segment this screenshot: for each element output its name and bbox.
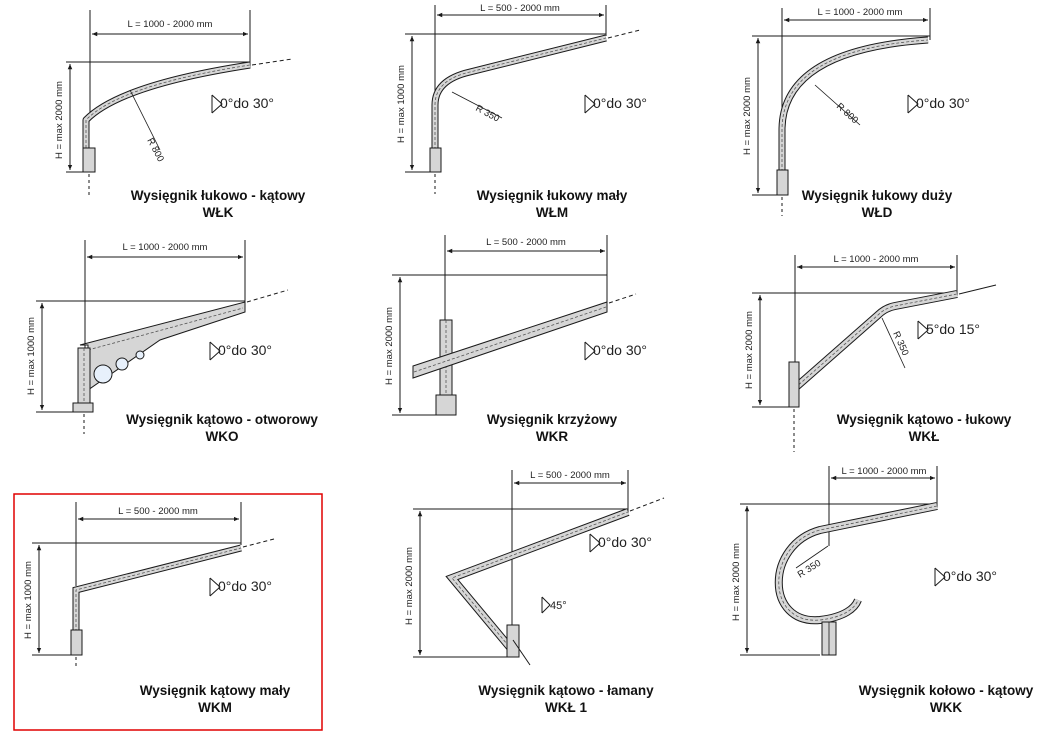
length-label: L = 1000 - 2000 mm <box>818 7 903 18</box>
cell-wkr[interactable]: L = 500 - 2000 mm H = max 2000 mm 0°do 3… <box>384 235 647 444</box>
angle-label: 0°do 30° <box>593 95 647 111</box>
length-label: L = 1000 - 2000 mm <box>834 254 919 265</box>
cell-wkm[interactable]: L = 500 - 2000 mm H = max 1000 mm 0°do 3… <box>13 493 323 731</box>
height-label: H = max 2000 mm <box>744 311 755 389</box>
length-label: L = 500 - 2000 mm <box>480 3 560 14</box>
radius-label: R 350 <box>890 330 910 358</box>
length-label: L = 500 - 2000 mm <box>486 237 566 248</box>
height-label: H = max 2000 mm <box>731 543 742 621</box>
bracket-name: Wysięgnik kątowo - otworowy <box>126 412 318 427</box>
height-label: H = max 2000 mm <box>404 547 415 625</box>
bracket-code: WKM <box>198 700 232 715</box>
bracket-name: Wysięgnik kołowo - kątowy <box>859 683 1034 698</box>
bracket-code: WŁM <box>536 205 568 220</box>
radius-label: R 800 <box>144 136 166 164</box>
length-label: L = 1000 - 2000 mm <box>123 242 208 253</box>
height-label: H = max 2000 mm <box>742 77 753 155</box>
selection-frame <box>13 493 323 731</box>
bracket-code: WKŁ 1 <box>545 700 587 715</box>
height-label: H = max 2000 mm <box>54 81 65 159</box>
cell-wkl1[interactable]: L = 500 - 2000 mm H = max 2000 mm 0°do 3… <box>404 470 665 715</box>
angle-label: 0°do 30° <box>220 95 274 111</box>
length-label: L = 500 - 2000 mm <box>530 470 610 481</box>
bracket-name: Wysięgnik kątowo - łukowy <box>837 412 1012 427</box>
bracket-code: WŁD <box>862 205 893 220</box>
bracket-name: Wysięgnik łukowy mały <box>477 188 628 203</box>
bracket-name: Wysięgnik łukowo - kątowy <box>131 188 306 203</box>
bracket-name: Wysięgnik łukowy duży <box>802 188 953 203</box>
height-label: H = max 1000 mm <box>23 561 34 639</box>
angle-label: 0°do 30° <box>593 342 647 358</box>
radius-label: R 800 <box>834 101 860 126</box>
cell-wkk[interactable]: L = 1000 - 2000 mm H = max 2000 mm R 350… <box>731 466 1034 715</box>
angle-label: 0°do 30° <box>916 95 970 111</box>
bracket-name: Wysięgnik kątowo - łamany <box>478 683 654 698</box>
bracket-code: WŁK <box>203 205 234 220</box>
angle-secondary-label: 45° <box>550 600 567 612</box>
angle-label: 0°do 30° <box>598 534 652 550</box>
length-label: L = 1000 - 2000 mm <box>842 466 927 477</box>
bracket-name: Wysięgnik kątowy mały <box>140 683 291 698</box>
bracket-code: WKK <box>930 700 962 715</box>
cell-wlm[interactable]: L = 500 - 2000 mm H = max 1000 mm R 350 … <box>396 3 647 220</box>
cell-wko[interactable]: L = 1000 - 2000 mm H = max 1000 mm 0°do … <box>26 240 318 444</box>
bracket-name: Wysięgnik krzyżowy <box>487 412 618 427</box>
cell-wkl[interactable]: L = 1000 - 2000 mm H = max 2000 mm R 350… <box>744 254 1012 452</box>
cell-wlk[interactable]: L = 1000 - 2000 mm H = max 2000 mm R 800… <box>54 10 306 220</box>
angle-label: 0°do 30° <box>943 568 997 584</box>
height-label: H = max 2000 mm <box>384 307 395 385</box>
bracket-code: WKR <box>536 429 568 444</box>
length-label: L = 500 - 2000 mm <box>118 506 198 517</box>
length-label: L = 1000 - 2000 mm <box>128 19 213 30</box>
angle-label: 5°do 15° <box>926 321 980 337</box>
radius-label: R 350 <box>474 103 502 125</box>
radius-label: R 350 <box>796 558 823 581</box>
angle-label: 0°do 30° <box>218 342 272 358</box>
bracket-code: WKŁ <box>909 429 940 444</box>
bracket-code: WKO <box>206 429 239 444</box>
height-label: H = max 1000 mm <box>26 317 37 395</box>
cell-wld[interactable]: L = 1000 - 2000 mm H = max 2000 mm R 800… <box>742 7 970 220</box>
angle-label: 0°do 30° <box>218 578 272 594</box>
height-label: H = max 1000 mm <box>396 65 407 143</box>
